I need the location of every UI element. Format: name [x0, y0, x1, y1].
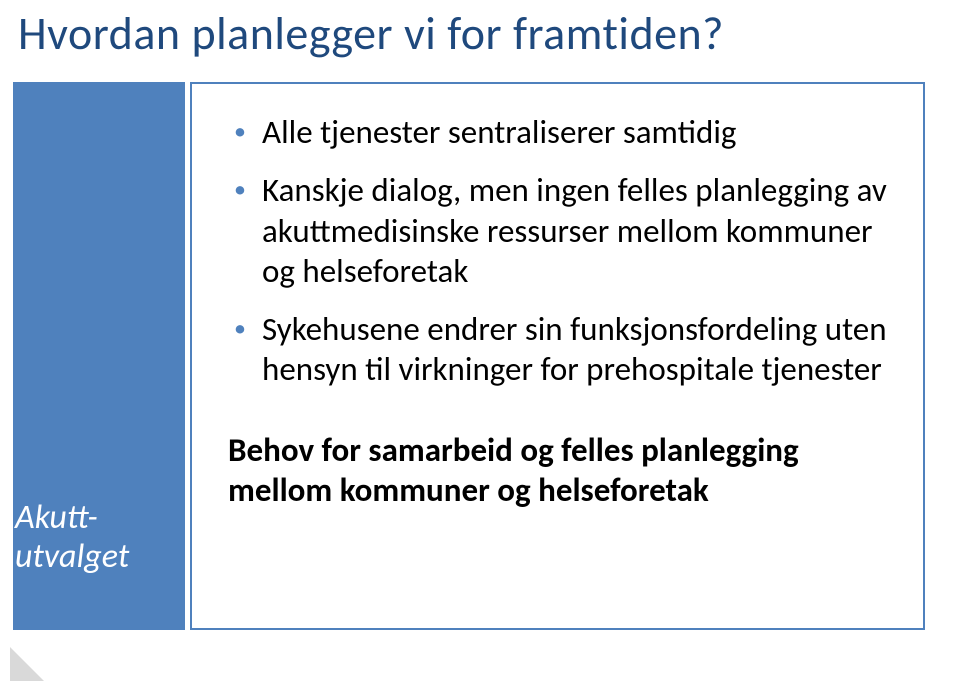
bold-summary: Behov for samarbeid og felles planleggin… [228, 430, 891, 511]
bullet-list: Alle tjenester sentraliserer samtidig Ka… [228, 112, 891, 390]
sidebar-label-line1: Akutt- [15, 497, 98, 538]
corner-triangle-icon [10, 647, 44, 681]
slide-title: Hvordan planlegger vi for framtiden? [18, 6, 724, 62]
content-box: Alle tjenester sentraliserer samtidig Ka… [190, 82, 925, 630]
sidebar-label-line2: utvalget [15, 536, 129, 577]
bullet-item: Sykehusene endrer sin funksjonsfordeling… [228, 309, 891, 390]
bullet-item: Alle tjenester sentraliserer samtidig [228, 112, 891, 152]
slide: Hvordan planlegger vi for framtiden? Aku… [0, 0, 959, 691]
sidebar-label: Akutt- utvalget [15, 498, 175, 576]
bullet-item: Kanskje dialog, men ingen felles planleg… [228, 170, 891, 291]
